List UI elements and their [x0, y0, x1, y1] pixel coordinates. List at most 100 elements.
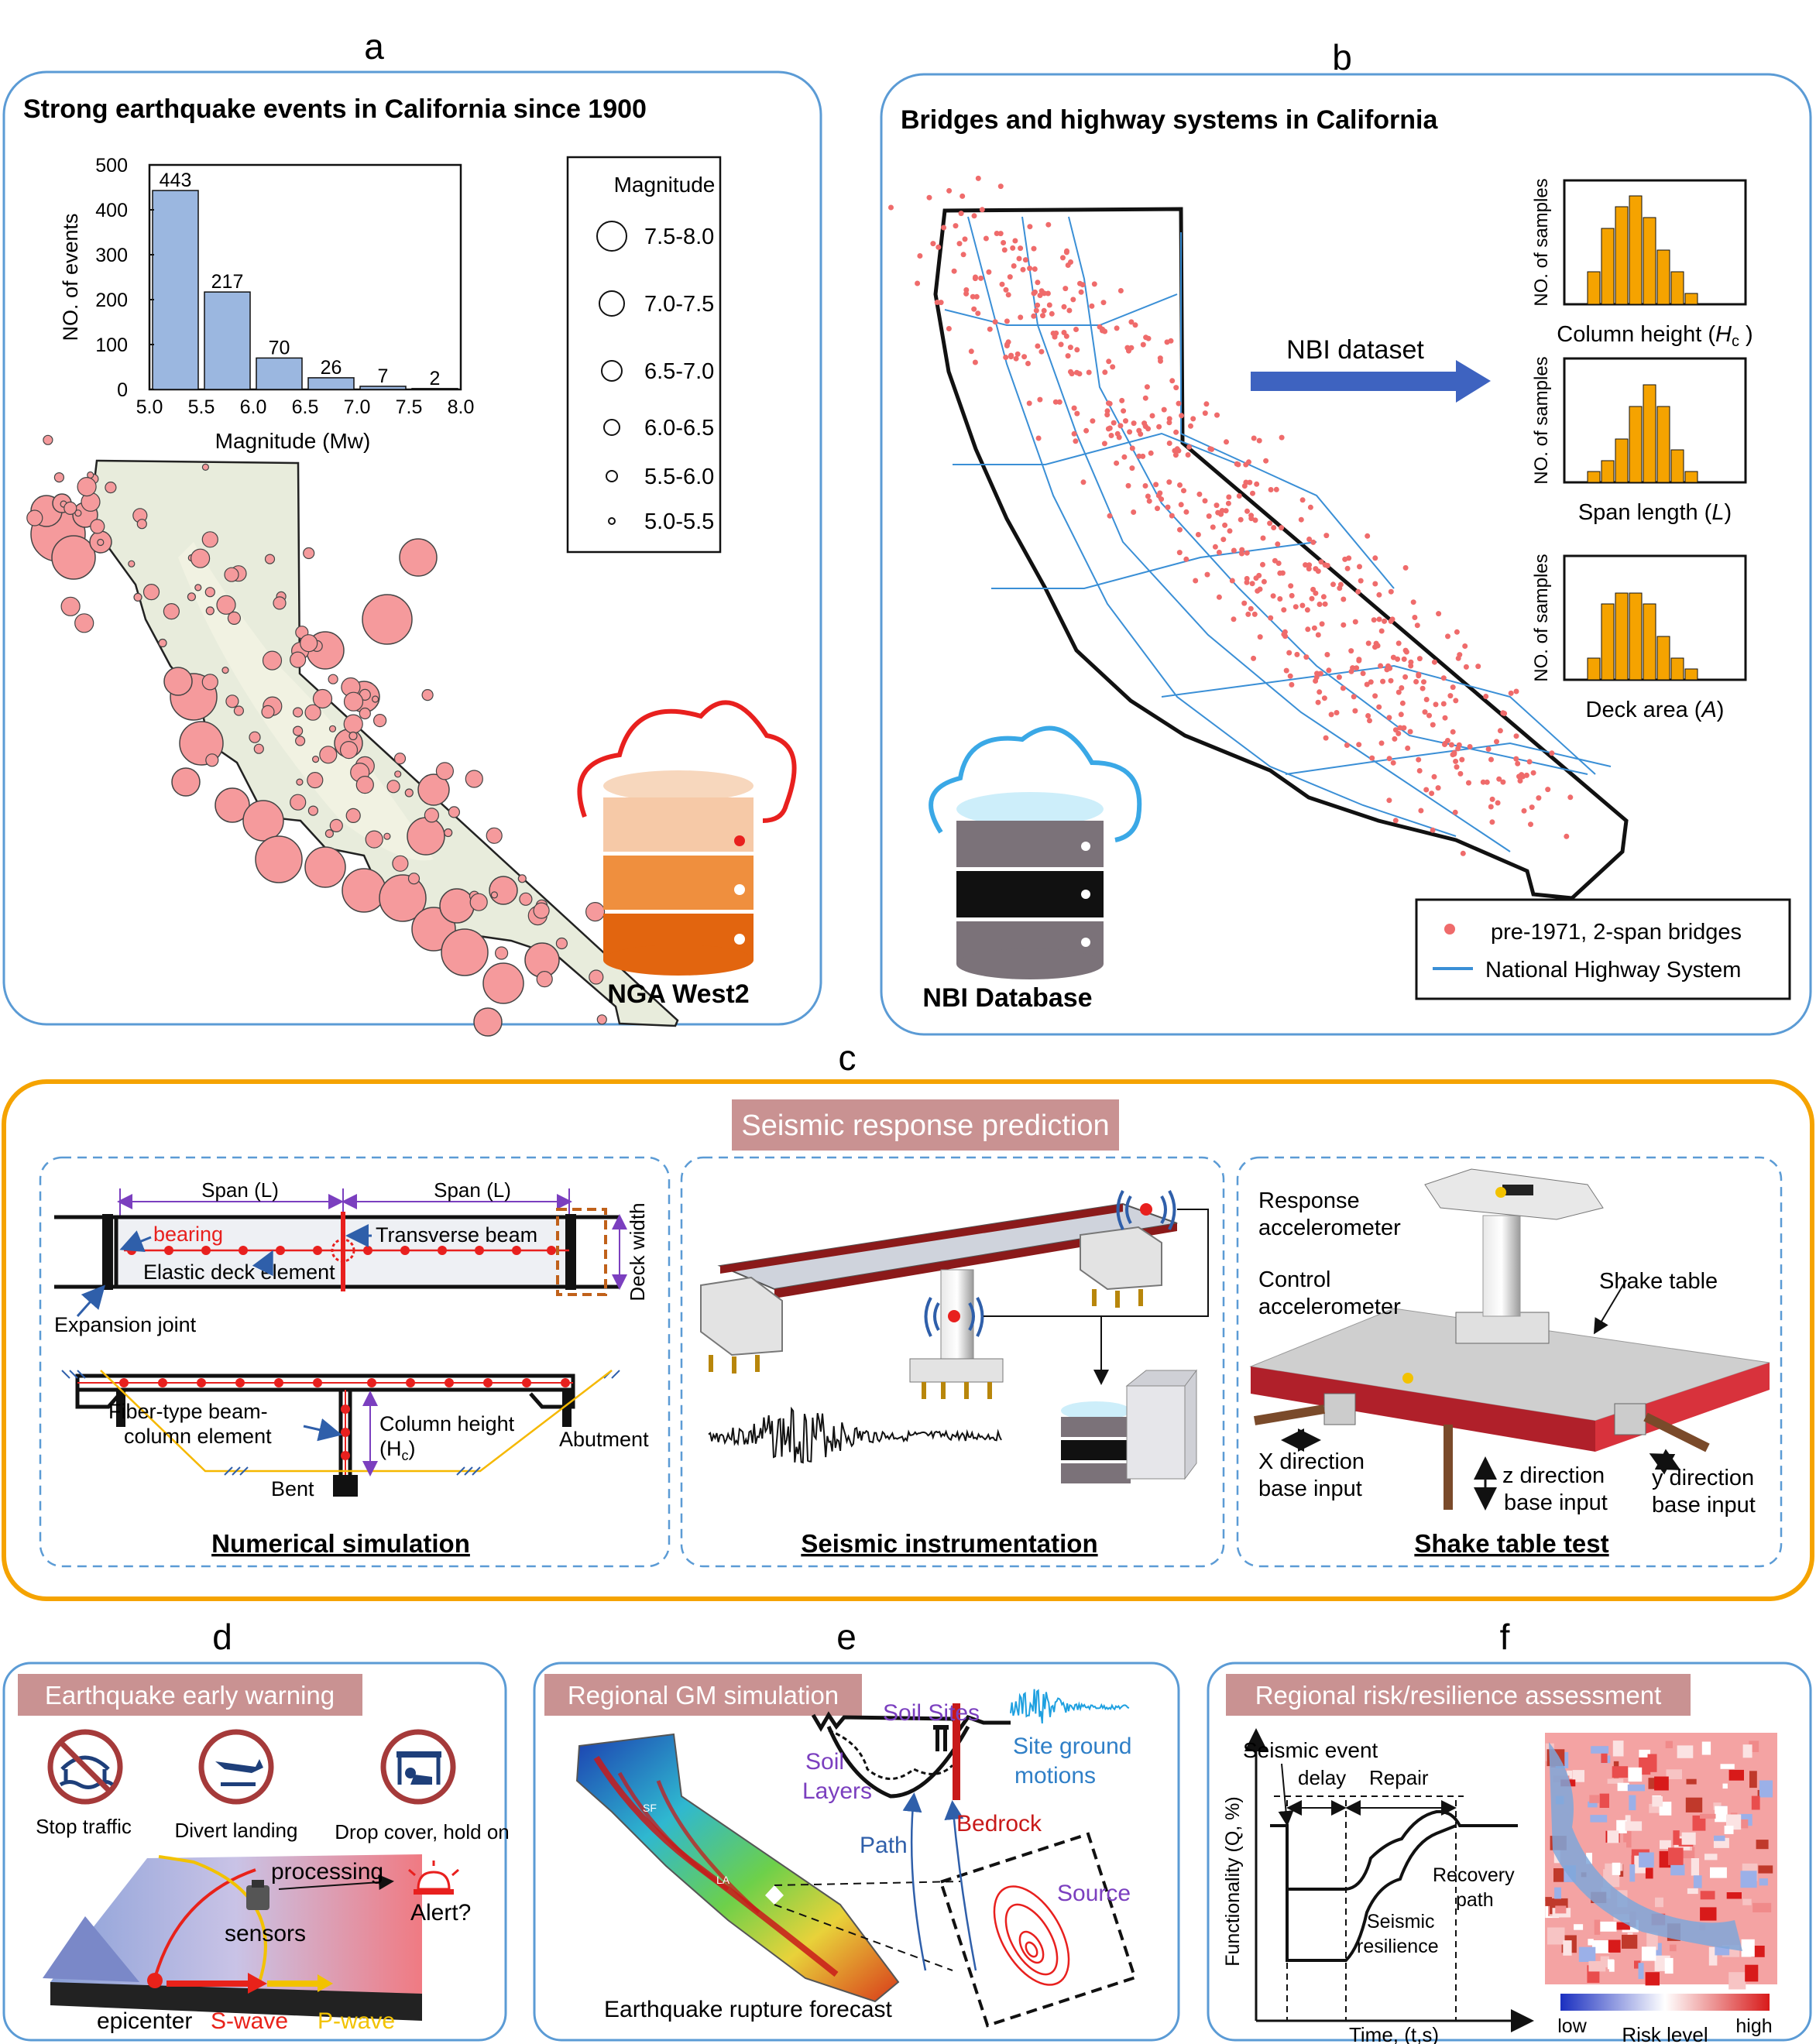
- bridge-marker: [1442, 715, 1448, 721]
- panel-e-frame: [533, 1662, 1180, 2042]
- bridge-marker: [1281, 607, 1287, 613]
- bridge-marker: [1077, 280, 1083, 286]
- recovery-path-label-2: path: [1456, 1889, 1494, 1911]
- bridge-marker: [1061, 304, 1067, 310]
- earthquake-marker: [489, 876, 518, 905]
- earthquake-marker: [201, 674, 218, 691]
- panel-c-frame: [2, 1079, 1814, 1601]
- bridge-marker: [1289, 681, 1295, 688]
- bridge-marker: [1073, 327, 1079, 332]
- deck-node: [158, 1378, 167, 1387]
- bridge-marker: [1007, 274, 1013, 280]
- earthquake-marker: [555, 937, 568, 950]
- risk-region-cell: [1722, 1783, 1728, 1789]
- bridge-marker: [1268, 487, 1274, 492]
- earthquake-marker: [293, 707, 304, 718]
- bridge-marker: [1008, 352, 1014, 358]
- epicenter-label: epicenter: [97, 2008, 192, 2034]
- earthquake-marker: [596, 1014, 607, 1025]
- bridge-marker: [938, 300, 944, 306]
- histogram-bar: [1587, 271, 1601, 305]
- bridge-marker: [1070, 297, 1076, 303]
- bridge-marker: [1244, 508, 1250, 514]
- bridge-marker: [1488, 804, 1494, 810]
- risk-region-cell: [1634, 1960, 1641, 1969]
- bridge-marker: [1369, 755, 1375, 761]
- bridge-marker: [1140, 453, 1146, 459]
- bar-value-label: 26: [321, 357, 342, 379]
- bridge-marker: [1033, 307, 1039, 314]
- numerical-simulation-box: [39, 1156, 671, 1568]
- risk-region-cell: [1599, 1793, 1609, 1808]
- bridge-marker: [1399, 685, 1405, 691]
- bridge-marker: [1475, 664, 1481, 670]
- bridge-marker: [1049, 310, 1055, 317]
- legend-size-label: 6.0-6.5: [644, 416, 714, 441]
- bridge-marker: [1348, 668, 1354, 674]
- bridge-marker: [1196, 491, 1203, 497]
- bridge-marker: [1235, 461, 1241, 468]
- bridge-marker: [1279, 525, 1285, 531]
- bridge-marker: [1488, 756, 1494, 763]
- highway-route: [1068, 216, 1588, 775]
- panel-b-frame: [880, 73, 1812, 1036]
- bridge-marker: [1401, 656, 1407, 662]
- bridge-marker: [1420, 685, 1426, 691]
- bridge-marker: [956, 241, 963, 247]
- bridge-marker: [1378, 663, 1384, 669]
- bridge-marker: [1227, 528, 1233, 534]
- bridge-marker: [1495, 800, 1501, 806]
- risk-region-cell: [1594, 1919, 1601, 1935]
- earthquake-marker: [293, 725, 304, 736]
- earthquake-marker: [163, 667, 193, 696]
- bridge-marker: [1140, 341, 1146, 348]
- earthquake-marker: [417, 773, 450, 806]
- risk-region-cell: [1617, 1782, 1629, 1792]
- bar-value-label: 217: [211, 271, 244, 293]
- bridge-marker: [1011, 263, 1017, 269]
- bridge-marker: [1455, 746, 1461, 752]
- earthquake-marker: [379, 874, 427, 922]
- bridge-marker: [1209, 446, 1215, 452]
- bridge-marker: [1341, 596, 1347, 602]
- bridge-marker: [994, 231, 1000, 236]
- histogram-bar: [1629, 195, 1643, 305]
- bridge-marker: [1382, 618, 1388, 624]
- earthquake-marker: [215, 787, 250, 823]
- divert-landing-label: Divert landing: [175, 1819, 298, 1842]
- legend-title: Magnitude: [614, 173, 716, 197]
- bridge-marker: [1236, 493, 1242, 499]
- histogram-bar: [1684, 668, 1698, 681]
- bar: [359, 386, 407, 390]
- risk-region-cell: [1666, 1769, 1682, 1779]
- bridge-marker: [1169, 378, 1176, 384]
- earthquake-marker: [158, 638, 167, 648]
- bridge-marker: [1317, 689, 1323, 695]
- bridge-marker: [1031, 290, 1037, 297]
- bridge-marker: [1299, 497, 1306, 503]
- bridge-marker: [941, 225, 947, 231]
- bridge-marker: [1067, 345, 1073, 351]
- soil-sites-label: Soil Sites: [883, 1700, 980, 1726]
- bridge-marker: [1430, 827, 1436, 833]
- bridge-marker: [997, 231, 1004, 237]
- bridge-marker: [1309, 595, 1315, 602]
- bridge-marker: [1517, 778, 1523, 784]
- bridge-marker-icon: [1444, 924, 1455, 935]
- earthquake-marker: [249, 731, 261, 743]
- bridge-marker: [1119, 397, 1125, 403]
- bridge-marker: [1497, 728, 1503, 734]
- bridge-marker: [1252, 517, 1258, 523]
- risk-region-cell: [1649, 1803, 1663, 1813]
- bridge-marker: [958, 211, 964, 217]
- highway-route: [1285, 742, 1612, 775]
- bridge-marker: [1166, 479, 1172, 485]
- risk-region-cell: [1708, 1946, 1718, 1966]
- histogram-bar: [1601, 603, 1615, 681]
- bridge-legend-box: [1415, 898, 1791, 1000]
- deck-node: [235, 1378, 245, 1387]
- bridge-marker: [1248, 513, 1255, 519]
- risk-region-cell: [1563, 1940, 1572, 1956]
- risk-region-cell: [1639, 1852, 1654, 1867]
